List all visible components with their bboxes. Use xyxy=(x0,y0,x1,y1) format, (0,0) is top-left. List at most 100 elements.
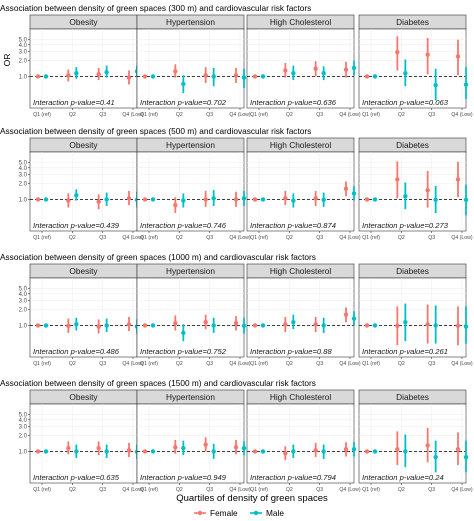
facet-panel: High Cholesterol Interaction p-value=0.79… xyxy=(246,389,361,493)
male-point xyxy=(351,65,357,71)
female-point xyxy=(126,196,132,201)
male-point xyxy=(74,449,79,454)
male-point xyxy=(211,323,216,328)
female-point xyxy=(142,74,148,79)
x-tick-label: Q2 xyxy=(286,112,293,118)
male-point xyxy=(372,323,378,328)
female-point xyxy=(35,197,41,202)
interaction-p-value: Interaction p-value=0.949 xyxy=(140,473,227,482)
female-point xyxy=(313,448,318,453)
female-point xyxy=(173,321,178,326)
x-tick-label: Q4 (Low) xyxy=(339,112,361,118)
facet-panel: Obesity Interaction p-value=0.439 Q1 (ref)… xyxy=(29,137,144,241)
male-point xyxy=(403,320,408,325)
female-point xyxy=(203,442,208,447)
interaction-p-value: Interaction p-value=0.794 xyxy=(250,473,336,482)
x-tick-label: Q4 (Low) xyxy=(229,235,251,241)
x-tick-label: Q3 xyxy=(206,361,213,367)
y-tick-label: 1.0 xyxy=(19,197,28,203)
male-point xyxy=(181,330,186,336)
female-point xyxy=(96,72,101,77)
y-tick-label: 5.0 xyxy=(19,161,28,167)
female-point xyxy=(203,197,208,202)
plot-area xyxy=(358,151,467,232)
plot-area xyxy=(358,403,467,484)
female-point xyxy=(283,196,288,201)
male-point xyxy=(43,197,49,202)
facet-panel: High Cholesterol Interaction p-value=0.88… xyxy=(246,263,361,367)
male-point xyxy=(291,320,296,325)
x-tick-label: Q1 (ref) xyxy=(33,112,51,118)
x-tick-label: Q1 (ref) xyxy=(362,361,380,367)
x-tick-label: Q2 xyxy=(69,112,76,118)
facet-title: Obesity xyxy=(69,266,98,276)
y-tick-label: 5.0 xyxy=(19,287,28,293)
female-point xyxy=(395,447,400,452)
female-point xyxy=(395,49,400,55)
male-point xyxy=(43,449,49,454)
x-tick-label: Q1 (ref) xyxy=(140,487,158,493)
facet-panel: Hypertension Interaction p-value=0.752 Q1 … xyxy=(136,263,251,367)
male-point xyxy=(181,446,186,451)
x-tick-label: Q4 (Low) xyxy=(339,361,361,367)
male-point xyxy=(104,70,109,75)
x-tick-label: Q2 xyxy=(398,235,405,241)
x-tick-label: Q3 xyxy=(316,487,323,493)
interaction-p-value: Interaction p-value=0.261 xyxy=(362,347,448,356)
female-point xyxy=(343,186,349,191)
plot-area xyxy=(29,28,138,109)
male-point xyxy=(74,322,79,327)
x-tick-label: Q2 xyxy=(69,487,76,493)
male-point xyxy=(372,449,378,454)
female-point xyxy=(455,177,461,182)
facet-title: Obesity xyxy=(69,392,98,402)
male-point xyxy=(372,197,378,202)
female-point xyxy=(35,449,41,454)
male-point xyxy=(463,82,469,87)
x-tick-label: Q2 xyxy=(176,112,183,118)
x-tick-label: Q1 (ref) xyxy=(33,361,51,367)
x-tick-label: Q3 xyxy=(99,487,106,493)
x-tick-label: Q4 (Low) xyxy=(451,487,473,493)
plot-area xyxy=(29,403,138,484)
female-point xyxy=(96,446,101,451)
x-tick-label: Q3 xyxy=(428,112,435,118)
x-tick-label: Q1 (ref) xyxy=(250,487,268,493)
male-point xyxy=(241,446,247,451)
interaction-p-value: Interaction p-value=0.439 xyxy=(33,221,120,230)
female-point xyxy=(173,69,178,74)
male-point xyxy=(403,71,408,76)
x-tick-label: Q1 (ref) xyxy=(250,235,268,241)
female-point xyxy=(173,445,178,450)
male-point xyxy=(433,82,438,88)
female-point xyxy=(233,73,239,78)
female-point xyxy=(313,322,318,327)
male-point xyxy=(463,197,469,203)
x-tick-label: Q4 (Low) xyxy=(339,235,361,241)
facet-title: Hypertension xyxy=(166,266,215,276)
x-tick-label: Q4 (Low) xyxy=(122,487,144,493)
male-point xyxy=(433,323,438,328)
x-tick-label: Q3 xyxy=(428,361,435,367)
interaction-p-value: Interaction p-value=0.636 xyxy=(250,98,337,107)
x-tick-label: Q2 xyxy=(69,361,76,367)
x-tick-label: Q1 (ref) xyxy=(140,361,158,367)
male-point xyxy=(74,193,79,198)
row-title: Association between density of green spa… xyxy=(0,252,316,262)
x-tick-label: Q2 xyxy=(398,487,405,493)
female-point xyxy=(343,67,349,72)
x-tick-label: Q4 (Low) xyxy=(339,487,361,493)
facet-title: High Cholesterol xyxy=(270,17,331,27)
interaction-p-value: Interaction p-value=0.752 xyxy=(140,347,227,356)
facet-panel: High Cholesterol Interaction p-value=0.63… xyxy=(246,14,361,118)
plot-area xyxy=(136,403,245,484)
row-title: Association between density of green spa… xyxy=(0,378,316,388)
male-point xyxy=(150,74,156,79)
facet-panel: Diabetes Interaction p-value=0.063 Q1 (ref… xyxy=(358,14,473,118)
x-tick-label: Q2 xyxy=(176,487,183,493)
female-point xyxy=(126,322,132,327)
x-tick-label: Q4 (Low) xyxy=(122,112,144,118)
male-point xyxy=(211,74,216,79)
x-tick-label: Q3 xyxy=(316,112,323,118)
